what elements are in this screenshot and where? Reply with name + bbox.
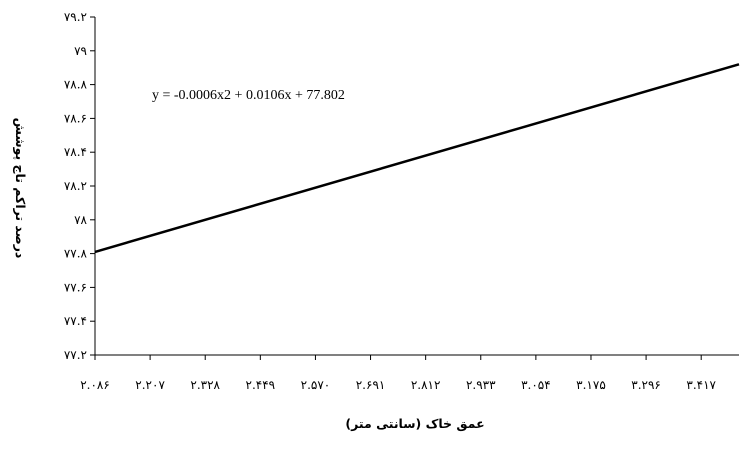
y-tick-label: ۷۷.۸ [64,247,88,261]
x-tick-label: ۲.۲۰۷ [135,378,165,392]
series-line [94,63,740,254]
y-tick-label: ۷۷.۶ [64,280,87,294]
x-tick-label: ۲.۵۷۰ [301,378,331,392]
y-tick-label: ۷۸ [74,213,87,227]
y-tick-label: ۷۹ [74,44,87,58]
y-tick-label: ۷۷.۴ [64,314,87,328]
x-tick-label: ۲.۹۳۳ [466,378,496,392]
y-axis-title: درصد تراکم تاج پوشش [13,118,28,259]
y-tick-label: ۷۹.۲ [64,10,87,24]
x-tick-label: ۲.۳۲۸ [190,378,220,392]
x-tick-label: ۳.۰۵۴ [521,378,551,392]
x-tick-label: ۳.۲۹۶ [631,378,661,392]
y-tick-label: ۷۷.۲ [64,348,87,362]
y-tick-label: ۷۸.۸ [64,78,88,92]
x-axis-title: عمق خاک (سانتی متر) [345,416,484,431]
y-axis-ticks: ۷۷.۲ ۷۷.۴ ۷۷.۶ ۷۷.۸ ۷۸ ۷۸.۲ ۷۸.۴ ۷۸.۶ ۷۸.۸ ۷۹ ۷۹.۲ [64,10,95,362]
y-tick-label: ۷۸.۶ [64,111,87,125]
x-tick-label: ۲.۸۱۲ [411,378,441,392]
x-tick-label: ۳.۱۷۵ [576,378,606,392]
trendline-equation: y = -0.0006x2 + 0.0106x + 77.802 [152,88,345,103]
y-tick-label: ۷۸.۴ [64,145,87,159]
y-tick-label: ۷۸.۲ [64,179,87,193]
x-tick-label: ۳.۴۱۷ [686,378,716,392]
x-tick-label: ۲.۴۴۹ [246,378,276,392]
x-tick-label: ۲.۰۸۶ [80,378,110,392]
x-axis-ticks: ۲.۰۸۶ ۲.۲۰۷ ۲.۳۲۸ ۲.۴۴۹ ۲.۵۷۰ ۲.۶۹۱ ۲.۸۱۲ ۲.۹۳۳… [80,355,717,392]
x-tick-label: ۲.۶۹۱ [356,378,386,392]
